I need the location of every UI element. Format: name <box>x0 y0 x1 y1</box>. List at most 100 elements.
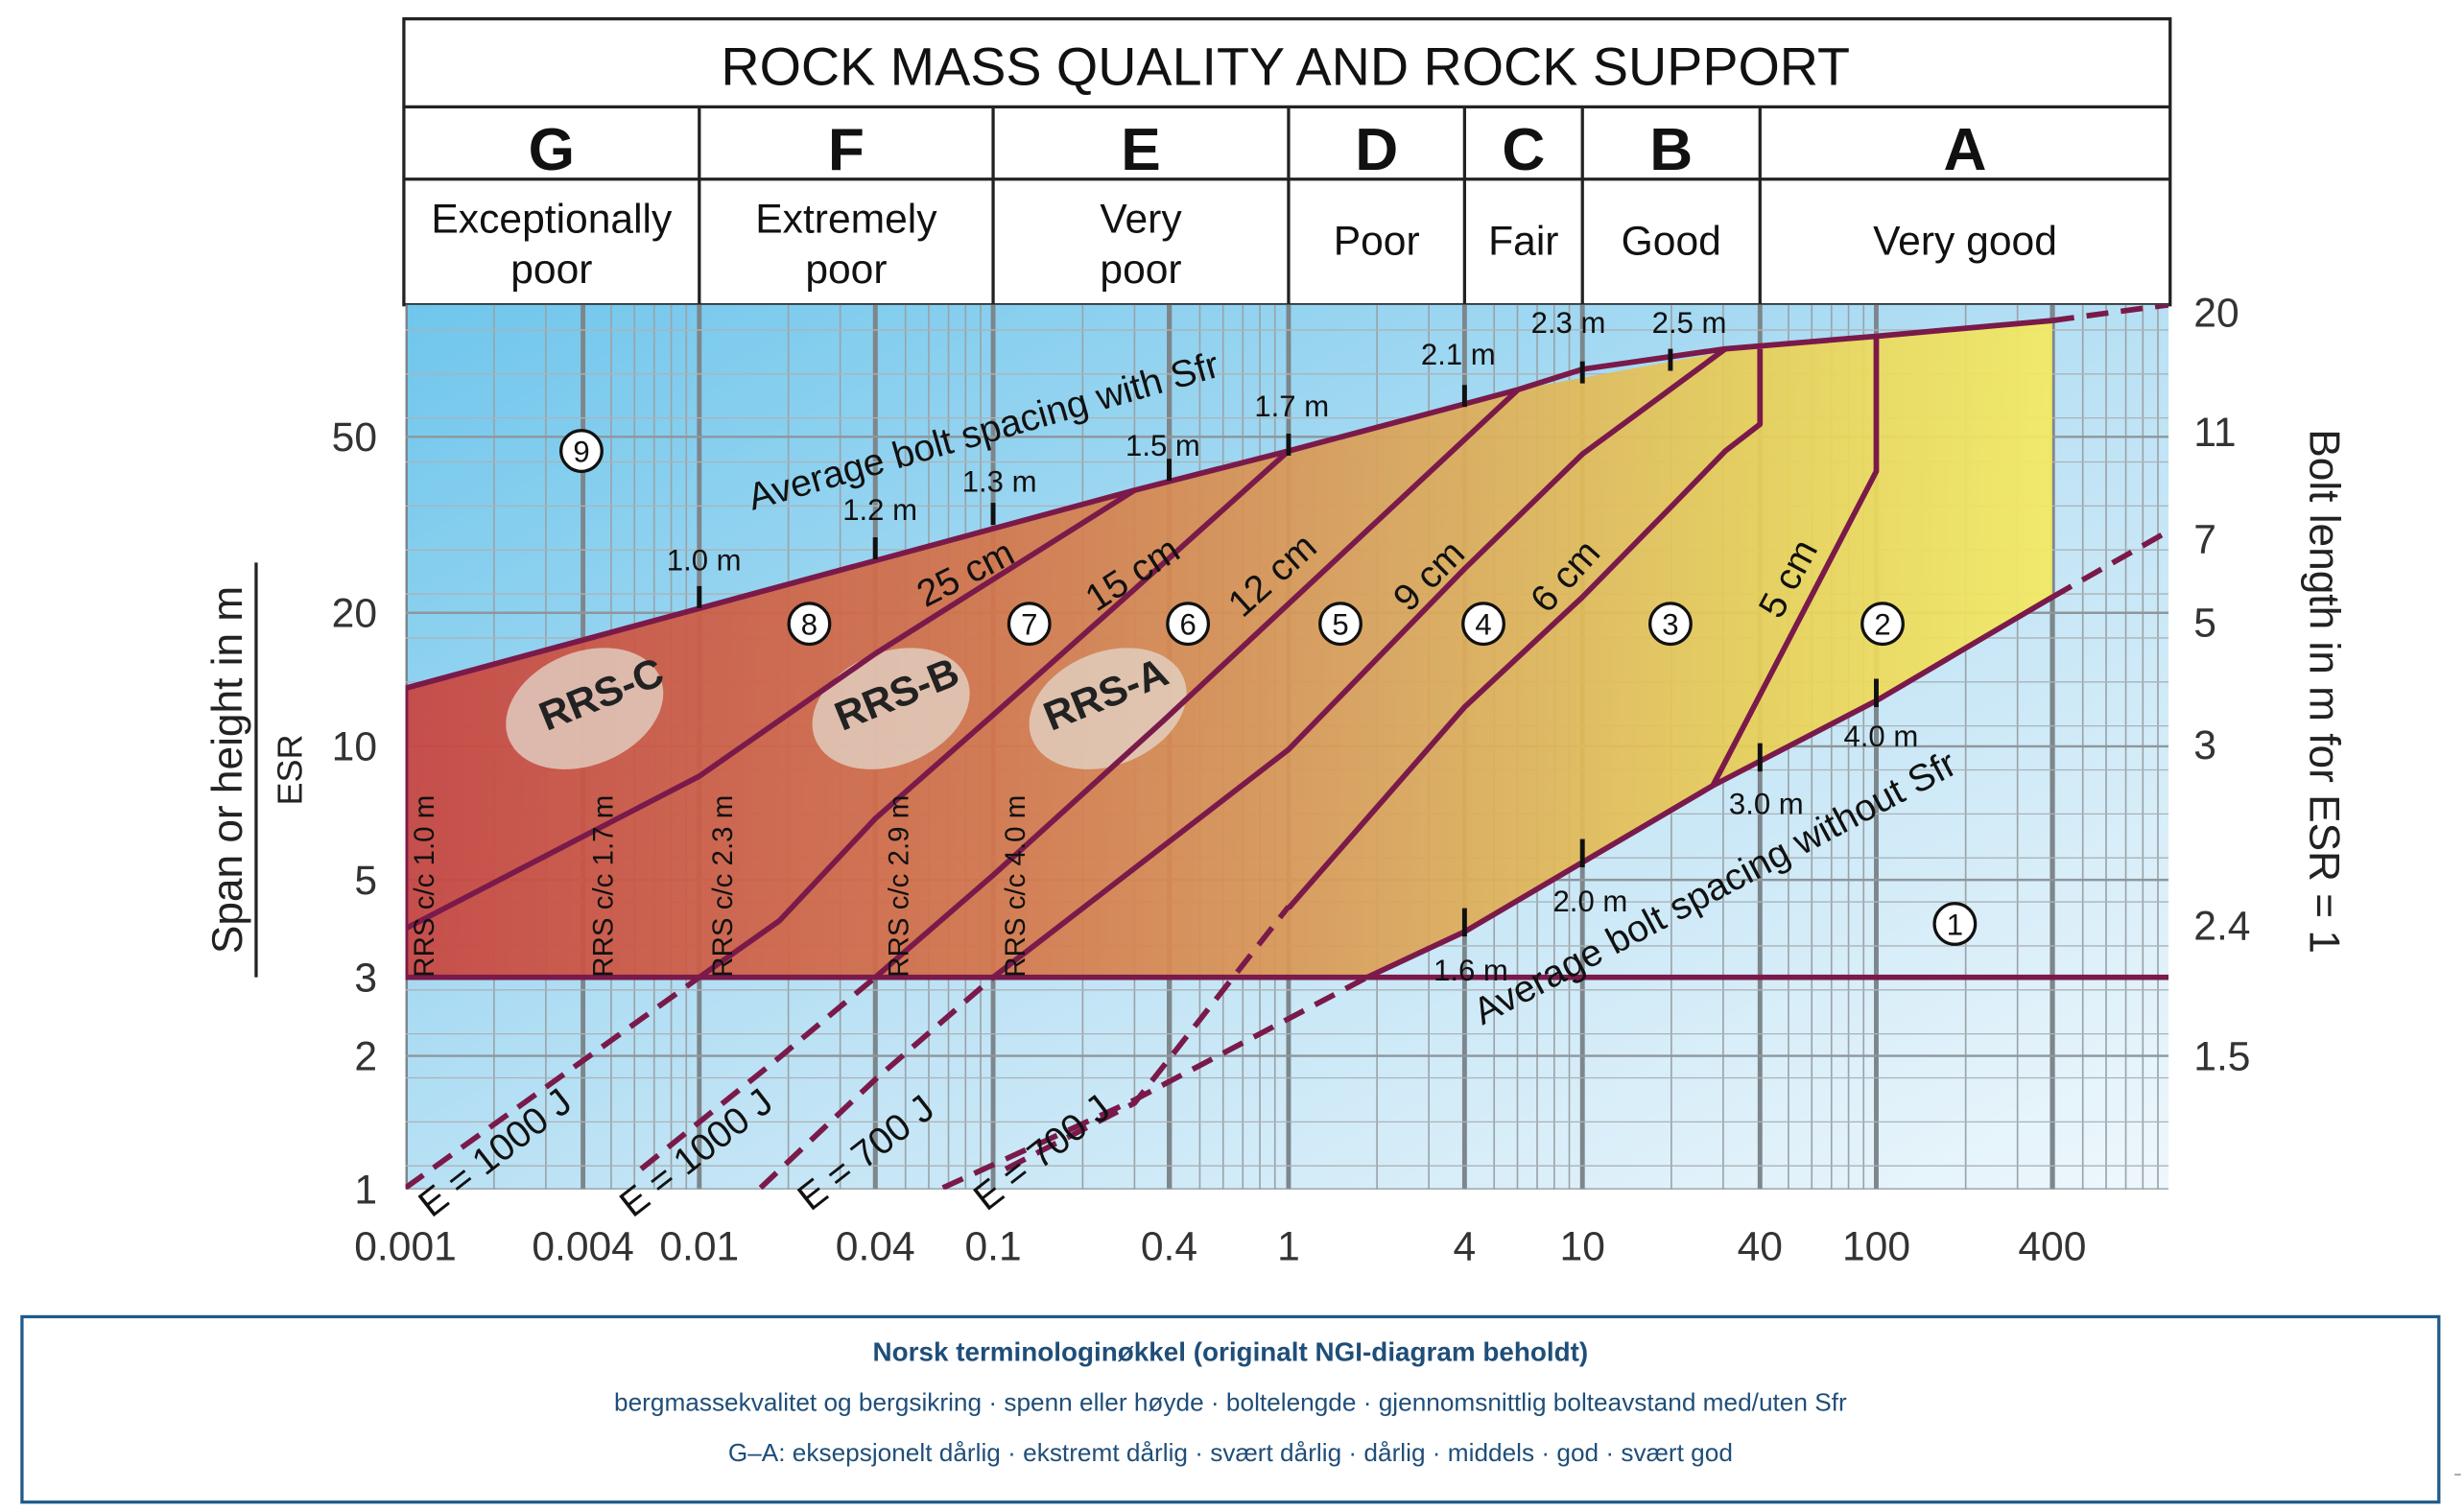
x-tick-label: 0.1 <box>964 1223 1021 1269</box>
category-circle <box>1648 602 1693 647</box>
extrapolated-curve-3 <box>758 975 995 1190</box>
chart-title: ROCK MASS QUALITY AND ROCK SUPPORT <box>721 36 1850 96</box>
category-number: 6 <box>1179 608 1196 642</box>
class-desc-line: Very <box>1100 196 1182 242</box>
category-circle <box>1461 602 1505 647</box>
y-right-tick-label: 20 <box>2193 291 2239 337</box>
y-left-tick-label: 50 <box>332 414 377 461</box>
lower-spacing-label: 2.0 m <box>1553 885 1628 918</box>
y-right-axis-title: Bolt length in m for ESR = 1 <box>2300 429 2347 954</box>
lower-spacing-label: 3.0 m <box>1729 787 1804 820</box>
extrapolated-curve-6 <box>2051 304 2169 323</box>
upper-spacing-label: 2.3 m <box>1531 306 1606 340</box>
category-circle <box>559 429 604 473</box>
category-number: 9 <box>573 436 589 469</box>
class-desc-line: Good <box>1622 218 1721 264</box>
upper-spacing-label: 1.2 m <box>842 493 917 527</box>
y-right-tick-label: 3 <box>2193 722 2216 768</box>
class-letter-g: G <box>529 117 575 183</box>
y-left-tick-label: 5 <box>354 858 377 904</box>
upper-spacing-label: 1.3 m <box>962 465 1037 499</box>
rrs-ellipse-2 <box>812 648 970 769</box>
class-desc-line: poor <box>805 247 887 293</box>
y-left-tick-label: 20 <box>332 590 377 636</box>
terminology-legend: Norsk terminologinøkkel (originalt NGI-d… <box>20 1314 2441 1504</box>
y-right-tick-label: 1.5 <box>2193 1033 2250 1079</box>
y-left-tick-label: 2 <box>354 1033 377 1079</box>
class-letter-d: D <box>1355 117 1398 183</box>
upper-spacing-label: 1.5 m <box>1125 429 1200 462</box>
category-circle <box>1318 602 1362 647</box>
support-curve-5 <box>873 388 1521 980</box>
y-left-tick-label: 1 <box>354 1168 377 1214</box>
category-circle <box>1860 602 1905 647</box>
y-left-tick-label: 10 <box>332 724 377 770</box>
upper-spacing-label: 1.7 m <box>1254 390 1329 423</box>
class-desc-line: poor <box>1100 247 1181 293</box>
support-curve-8 <box>1710 336 1880 788</box>
class-letter-f: F <box>828 117 865 183</box>
rrs-spacing-label: RRS c/c 2.3 m <box>707 795 739 978</box>
class-desc-line: Poor <box>1334 218 1420 264</box>
x-tick-label: 1 <box>1277 1223 1300 1269</box>
category-number: 1 <box>1947 908 1963 941</box>
class-desc-line: Fair <box>1488 218 1558 264</box>
support-curve-10 <box>1365 594 2054 980</box>
axes: 0.001 0.004 0.01 0.04 0.1 0.4 1 4 10 40 100 400 1 2 3 5… <box>204 291 2347 1270</box>
class-letter-e: E <box>1121 117 1161 183</box>
x-tick-label: 0.001 <box>354 1223 457 1269</box>
y-left-axis-subtitle: ESR <box>270 734 309 805</box>
class-letter-c: C <box>1502 117 1545 183</box>
category-circle <box>1166 602 1211 647</box>
legend-line-1: bergmassekvalitet og bergsikring · spenn… <box>614 1390 1847 1418</box>
category-number: 5 <box>1332 608 1348 642</box>
class-letter-a: A <box>1944 117 1987 183</box>
x-tick-label: 0.004 <box>532 1223 634 1269</box>
category-number: 4 <box>1475 608 1491 642</box>
support-curve-6 <box>991 346 1727 980</box>
class-desc-line: Extremely <box>755 196 937 242</box>
category-number: 8 <box>801 608 817 642</box>
header-table: ROCK MASS QUALITY AND ROCK SUPPORT G Exce… <box>402 17 2172 307</box>
category-circle <box>1007 602 1052 647</box>
y-left-tick-label: 3 <box>354 955 377 1001</box>
x-tick-label: 0.01 <box>659 1223 739 1269</box>
y-right-tick-label: 7 <box>2193 516 2216 562</box>
rrs-ellipse-1 <box>506 648 664 769</box>
extrapolated-curve-1 <box>405 975 701 1190</box>
category-number: 7 <box>1021 608 1037 642</box>
extrapolated-curve-5 <box>941 975 1369 1190</box>
x-tick-label: 100 <box>1842 1223 1910 1269</box>
rrs-spacing-label: RRS c/c 4.0 m <box>1000 795 1031 978</box>
category-number: 3 <box>1662 608 1678 642</box>
legend-line-2: G–A: eksepsjonelt dårlig · ekstremt dårl… <box>727 1440 1733 1468</box>
x-tick-label: 10 <box>1560 1223 1605 1269</box>
category-circle <box>1932 902 1978 946</box>
lower-spacing-label: 1.6 m <box>1433 954 1508 987</box>
support-curve-4 <box>698 448 1291 980</box>
x-tick-label: 4 <box>1454 1223 1477 1269</box>
class-letter-b: B <box>1649 117 1693 183</box>
extrapolated-curve-2 <box>639 975 878 1171</box>
edge-mark <box>2454 1474 2461 1476</box>
upper-spacing-label: 1.0 m <box>667 544 742 578</box>
support-curve-1 <box>405 318 2053 692</box>
x-tick-label: 0.04 <box>836 1223 915 1269</box>
rrs-spacing-label: RRS c/c 2.9 m <box>884 795 915 978</box>
legend-title: Norsk terminologinøkkel (originalt NGI-d… <box>872 1336 1589 1367</box>
support-curve-7 <box>1286 348 1764 910</box>
y-right-tick-label: 2.4 <box>2193 903 2250 949</box>
support-curve-2 <box>405 487 1136 932</box>
class-desc-line: Exceptionally <box>431 196 673 242</box>
extrapolated-curve-4 <box>1004 905 1291 1172</box>
quality-band <box>405 320 2052 978</box>
x-tick-label: 400 <box>2018 1223 2086 1269</box>
rrs-spacing-label: RRS c/c 1.7 m <box>588 795 620 978</box>
y-left-axis-title: Span or height in m <box>204 586 251 954</box>
lower-spacing-label: 4.0 m <box>1843 720 1918 753</box>
category-number: 2 <box>1874 608 1890 642</box>
upper-spacing-label: 2.5 m <box>1652 306 1727 340</box>
upper-spacing-label: 2.1 m <box>1421 338 1496 371</box>
